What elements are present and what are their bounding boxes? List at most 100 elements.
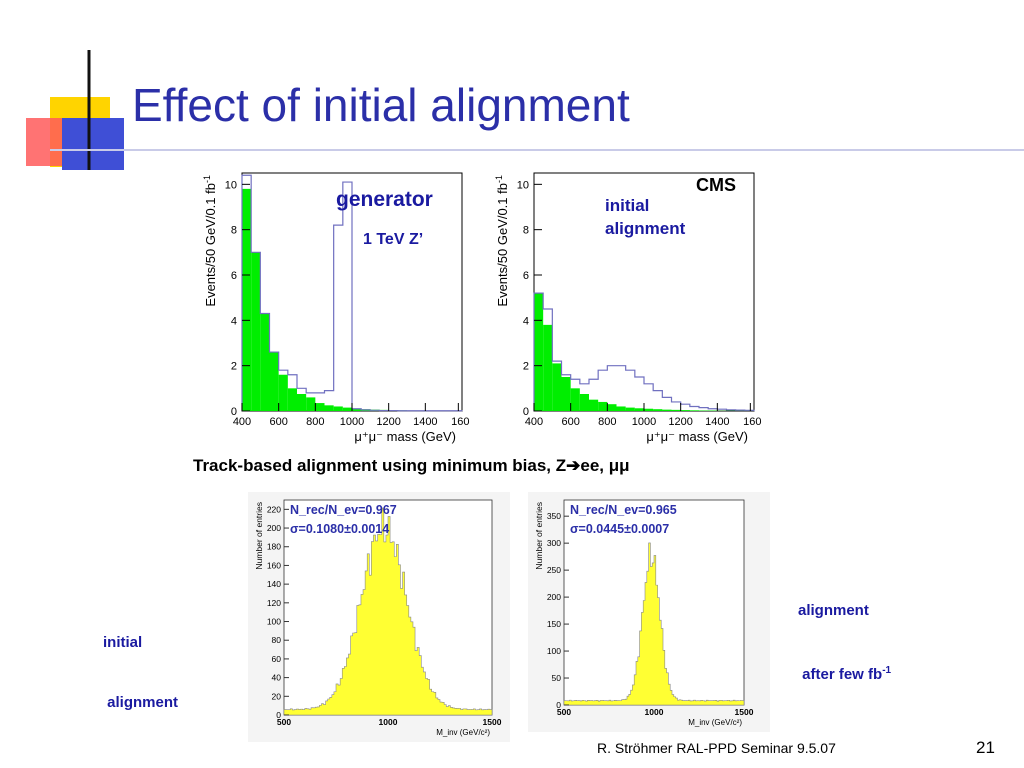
initial-alignment-zee-histogram: 0 20 40 60 80 100 120 140 160 180 200 220 500 1000 150…	[248, 492, 510, 742]
y-tick-label: 50	[552, 673, 562, 683]
footer-text: R. Ströhmer RAL-PPD Seminar 9.5.07	[597, 740, 836, 756]
page-number: 21	[976, 738, 995, 757]
initial-alignment-top-line1: initial	[605, 196, 650, 215]
y-axis-label: Events/50 GeV/0.1 fb-1	[202, 175, 218, 307]
y-tick-label: 4	[523, 315, 529, 327]
alignment-after-label: alignment after few fb-1	[798, 561, 891, 705]
y-axis-label: Events/50 GeV/0.1 fb-1	[494, 175, 510, 307]
green-bar	[278, 374, 288, 411]
initial-alignment-left-line2: alignment	[103, 694, 179, 711]
green-bar	[352, 408, 362, 411]
y-tick-label: 2	[523, 361, 529, 373]
y-tick-label: 2	[231, 361, 237, 373]
slide-title: Effect of initial alignment	[132, 79, 630, 131]
y-tick-label: 200	[267, 523, 281, 533]
y-tick-label: 4	[231, 315, 237, 327]
y-tick-label: 8	[231, 225, 237, 237]
y-tick-label: 0	[231, 406, 237, 418]
x-tick-label: 800	[306, 416, 324, 428]
green-bar	[251, 252, 261, 411]
x-tick-label: 1200	[668, 416, 692, 428]
x-axis-label: μ⁺μ⁻ mass (GeV)	[354, 429, 456, 444]
y-tick-label: 200	[547, 592, 561, 602]
alignment-after-line1: alignment	[798, 602, 869, 619]
green-bar	[260, 313, 270, 411]
y-tick-label: 180	[267, 542, 281, 552]
x-tick-label: 600	[269, 416, 287, 428]
slide-caption: Track-based alignment using minimum bias…	[193, 456, 630, 476]
initial-alignment-top-label: initial alignment	[605, 194, 685, 240]
green-bar	[671, 409, 681, 411]
green-bar	[543, 324, 553, 411]
green-bar	[689, 410, 699, 411]
y-tick-label: 140	[267, 579, 281, 589]
yellow-histogram	[283, 507, 493, 716]
initial-alignment-top-line2: alignment	[605, 219, 686, 238]
x-tick-label: 500	[277, 717, 291, 727]
initial-alignment-left-line1: initial	[103, 634, 143, 651]
y-tick-label: 20	[272, 691, 282, 701]
x-tick-label: 1000	[645, 707, 664, 717]
y-tick-label: 100	[547, 646, 561, 656]
y-axis-label: Number of entries	[534, 502, 544, 570]
x-tick-label: 1200	[376, 416, 400, 428]
x-tick-label: 1400	[705, 416, 729, 428]
x-tick-label: 160	[451, 416, 469, 428]
stat-line-1: N_rec/N_ev=0.965	[570, 503, 677, 517]
green-bar	[242, 188, 252, 411]
green-bar	[644, 408, 654, 411]
y-tick-label: 80	[272, 635, 282, 645]
y-tick-label: 100	[267, 617, 281, 627]
green-bar	[269, 352, 279, 411]
x-tick-label: 160	[743, 416, 761, 428]
x-axis-label: M_inv (GeV/c²)	[436, 728, 490, 737]
caption-suffix: ee, μμ	[580, 456, 630, 475]
y-tick-label: 350	[547, 511, 561, 521]
x-tick-label: 600	[561, 416, 579, 428]
y-tick-label: 6	[523, 270, 529, 282]
y-tick-label: 150	[547, 619, 561, 629]
x-tick-label: 1500	[483, 717, 502, 727]
zprime-label: 1 TeV Z’	[363, 231, 424, 248]
caption-prefix: Track-based alignment using minimum bias…	[193, 456, 567, 475]
green-bar	[607, 404, 617, 411]
y-tick-label: 220	[267, 504, 281, 514]
green-bar	[616, 406, 626, 411]
outline-series	[241, 174, 463, 412]
green-bar	[297, 394, 307, 411]
green-bar	[589, 399, 599, 411]
x-tick-label: 1400	[413, 416, 437, 428]
green-bar	[287, 388, 297, 411]
alignment-after-sup: -1	[882, 665, 892, 676]
green-bar	[662, 409, 672, 411]
y-tick-label: 250	[547, 565, 561, 575]
x-axis-label: μ⁺μ⁻ mass (GeV)	[646, 429, 748, 444]
y-tick-label: 10	[517, 179, 529, 191]
y-tick-label: 6	[231, 270, 237, 282]
caption-arrow: ➔	[566, 456, 581, 475]
y-tick-label: 10	[225, 179, 237, 191]
y-axis-label: Number of entries	[254, 502, 264, 570]
y-tick-label: 300	[547, 538, 561, 548]
stat-line-2: σ=0.1080±0.0014	[290, 522, 389, 536]
x-tick-label: 400	[525, 416, 543, 428]
green-bar	[324, 405, 334, 411]
x-tick-label: 1500	[735, 707, 754, 717]
slide-logo-decoration	[26, 50, 1024, 170]
y-tick-label: 120	[267, 598, 281, 608]
y-tick-label: 8	[523, 225, 529, 237]
green-bar	[680, 410, 690, 411]
y-tick-label: 0	[523, 406, 529, 418]
x-tick-label: 400	[233, 416, 251, 428]
cms-label: CMS	[696, 175, 736, 195]
x-tick-label: 1000	[379, 717, 398, 727]
y-tick-label: 0	[556, 700, 561, 710]
green-bar	[634, 408, 644, 411]
y-tick-label: 160	[267, 560, 281, 570]
x-tick-label: 1000	[340, 416, 364, 428]
initial-alignment-left-label: initial alignment	[103, 593, 178, 733]
y-tick-label: 40	[272, 673, 282, 683]
